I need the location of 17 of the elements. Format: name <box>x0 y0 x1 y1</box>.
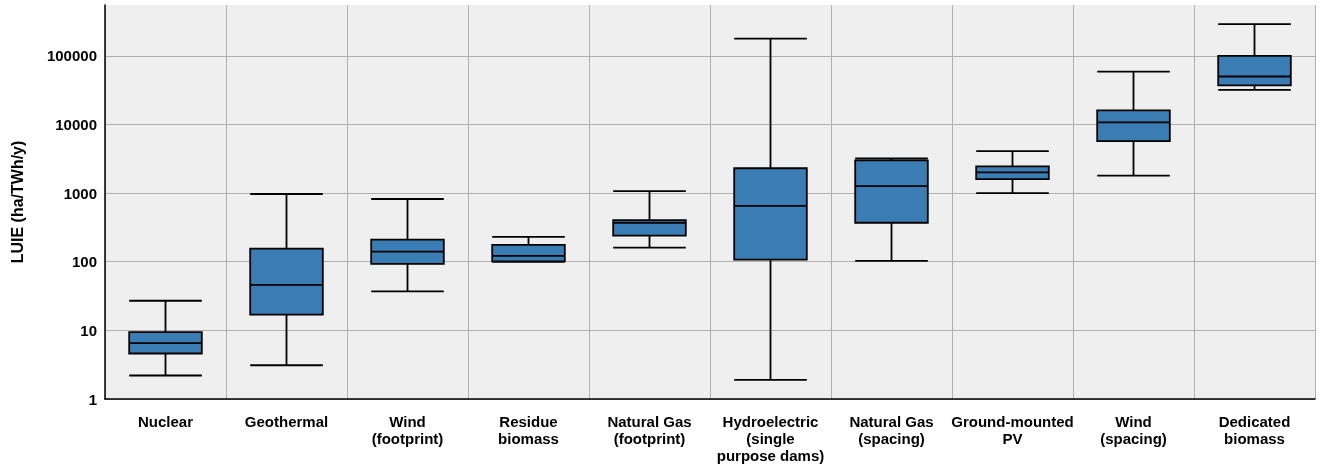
y-tick-label: 1 <box>88 390 97 408</box>
x-tick-label: Nuclear <box>137 413 194 430</box>
x-tick-label: Wind (spacing) <box>1100 413 1167 447</box>
x-tick-label: Natural Gas (footprint) <box>607 413 692 447</box>
y-tick-label: 10 <box>80 321 97 339</box>
x-tick-label: Hydroelectric (single purpose dams) <box>716 413 825 464</box>
x-tick-label: Natural Gas (spacing) <box>849 413 934 447</box>
y-tick-label: 1000 <box>63 184 97 202</box>
y-axis-title: LUIE (ha/TWh/y) <box>8 140 26 264</box>
y-tick-label: 100000 <box>46 47 97 65</box>
y-tick-label: 10000 <box>55 115 97 133</box>
x-tick-label: Wind (footprint) <box>371 413 444 447</box>
x-tick-label: Ground-mounted PV <box>951 413 1074 447</box>
y-tick-label: 100 <box>71 253 97 271</box>
x-tick-label: Residue biomass <box>498 413 559 447</box>
x-tick-label: Geothermal <box>244 413 329 430</box>
x-tick-label: Dedicated biomass <box>1218 413 1291 447</box>
